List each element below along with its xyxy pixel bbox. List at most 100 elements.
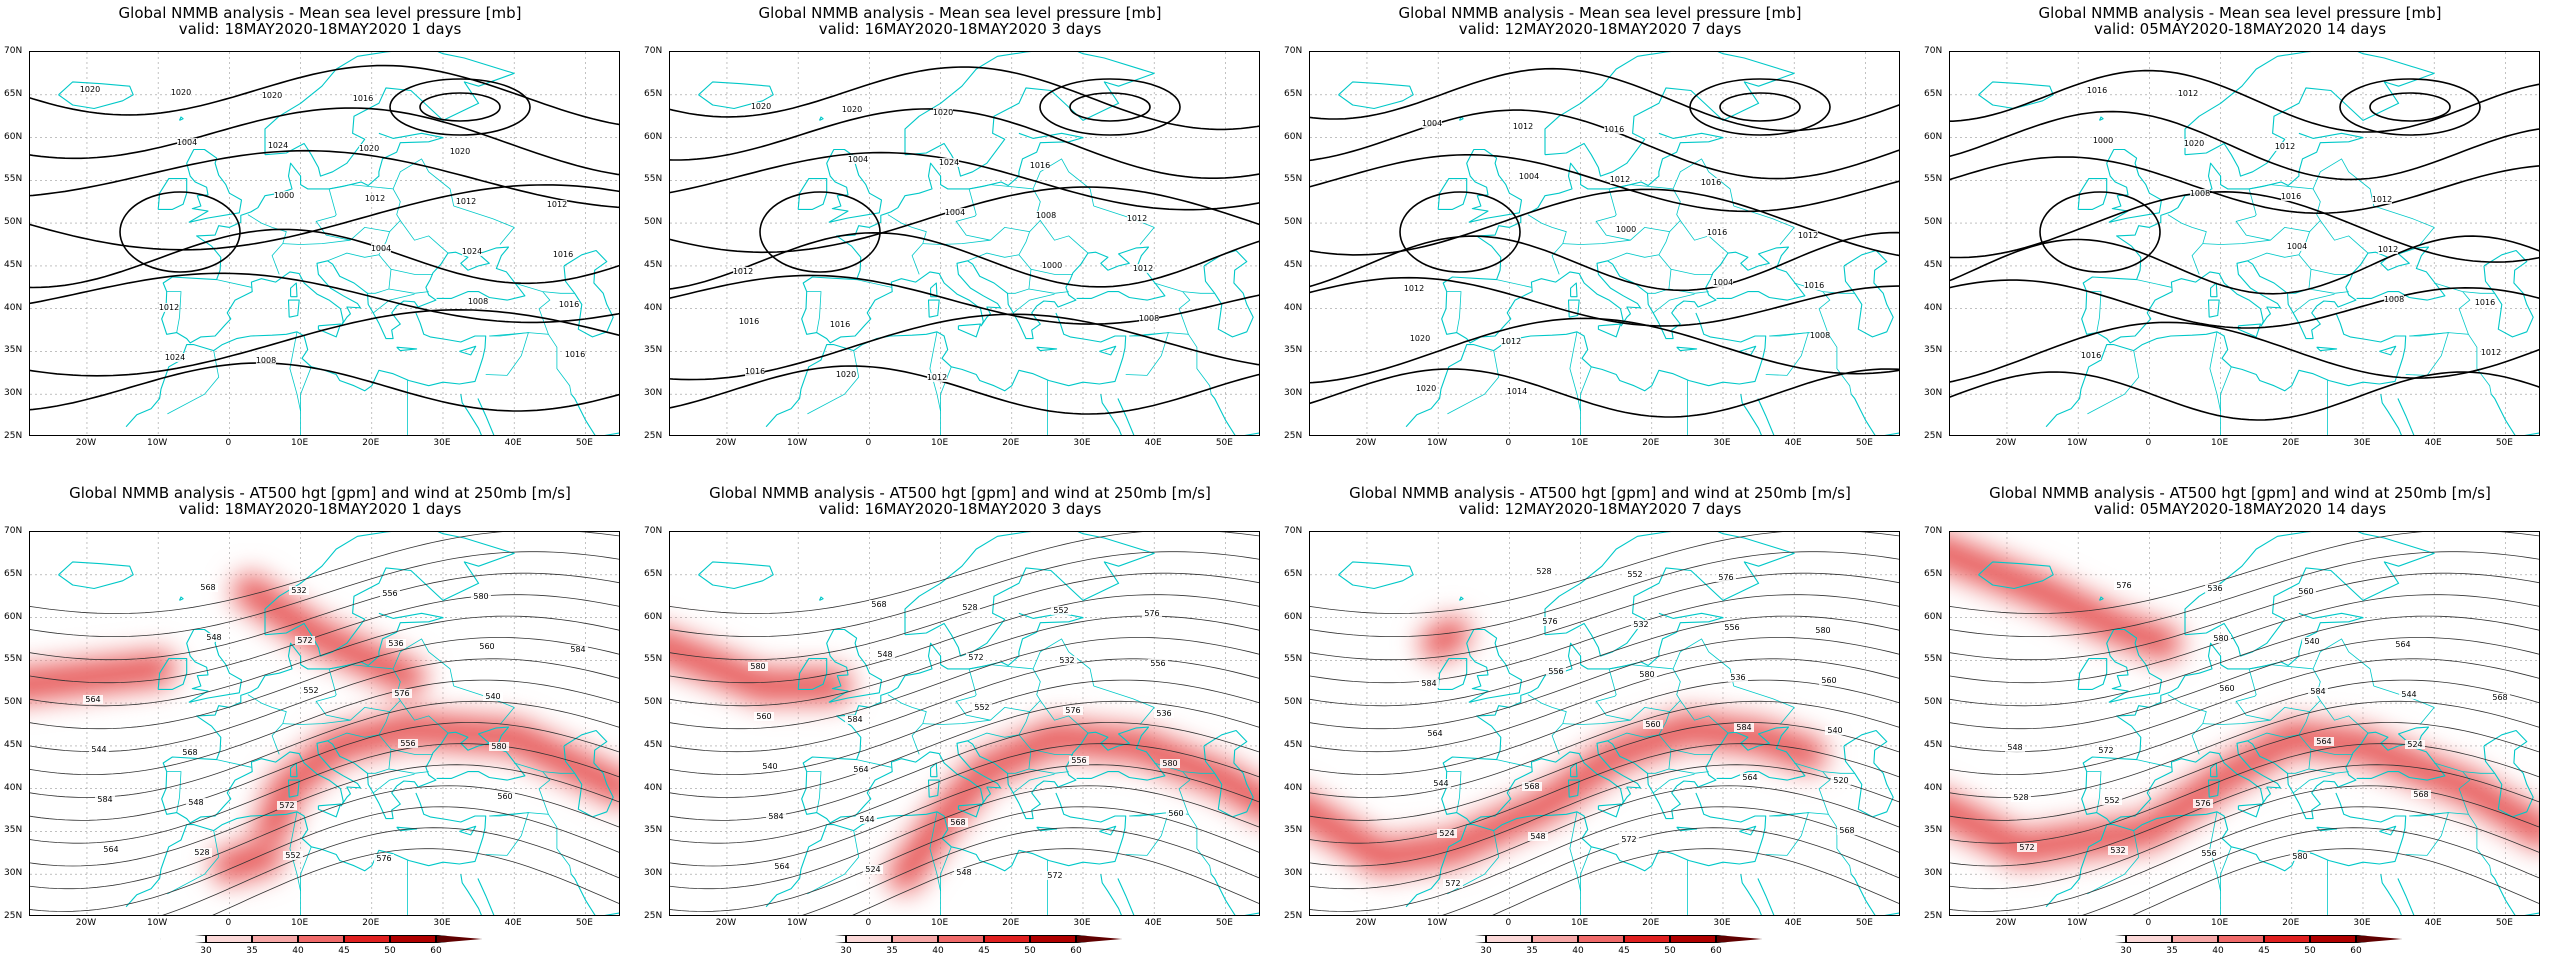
contour-label: 584 xyxy=(1421,679,1436,688)
contour-label: 568 xyxy=(1839,826,1854,835)
longitude-label: 0 xyxy=(2145,918,2152,928)
contour-label: 548 xyxy=(188,798,203,807)
colorbar-swatch xyxy=(1624,935,1670,943)
panel-valid-period: valid: 16MAY2020-18MAY2020 3 days xyxy=(818,500,1102,518)
latitude-label: 55N xyxy=(1924,174,1943,185)
z500-jet-map-panel: Global NMMB analysis - AT500 hgt [gpm] a… xyxy=(640,480,1280,960)
colorbar-swatch xyxy=(938,935,984,943)
contour-label: 572 xyxy=(279,801,294,810)
contour-label: 1020 xyxy=(751,102,771,111)
contour-label: 560 xyxy=(2219,684,2234,693)
latitude-label: 30N xyxy=(1284,868,1303,879)
latitude-label: 30N xyxy=(644,388,663,399)
latitude-label: 50N xyxy=(1924,217,1943,228)
latitude-label: 40N xyxy=(4,302,23,313)
contour-label: 528 xyxy=(1536,567,1551,576)
longitude-label: 20W xyxy=(1995,918,2017,928)
longitude-label: 20E xyxy=(362,918,380,928)
colorbar-tick-label: 60 xyxy=(430,946,442,956)
mslp-map-panel: Global NMMB analysis - Mean sea level pr… xyxy=(1920,0,2560,480)
longitude-label: 0 xyxy=(1505,918,1512,928)
contour-label: 1008 xyxy=(2190,189,2210,198)
colorbar-swatch xyxy=(2356,935,2402,943)
colorbar-swatch xyxy=(1076,935,1122,943)
contour-label: 524 xyxy=(2407,740,2422,749)
longitude-label: 10W xyxy=(1426,918,1448,928)
latitude-label: 25N xyxy=(644,911,663,921)
latitude-label: 65N xyxy=(1924,88,1943,99)
contour-label: 1004 xyxy=(848,155,868,164)
longitude-label: 10W xyxy=(2066,438,2088,448)
longitude-label: 20W xyxy=(715,918,737,928)
map-frame: 556 560 564 568 572 576 580 584 520 524 528 532 536 5… xyxy=(1309,531,1900,916)
contour-label: 572 xyxy=(297,636,312,645)
contour-label: 1012 xyxy=(2275,142,2295,151)
map-frame: 1000 1008 1004 1008 1012 1016 1020 1016 1012 1016… xyxy=(1949,51,2540,436)
map-canvas: 560 564 568 572 576 580 584 524 528 532 536 540 544 5… xyxy=(1950,532,2539,915)
contour-label: 1016 xyxy=(559,300,579,309)
latitude-label: 55N xyxy=(4,654,23,665)
panel-title: Global NMMB analysis - AT500 hgt [gpm] a… xyxy=(69,484,571,502)
longitude-label: 0 xyxy=(1505,438,1512,448)
latitude-label: 35N xyxy=(4,825,23,836)
contour-label: 1008 xyxy=(1139,314,1159,323)
contour-label: 560 xyxy=(479,642,494,651)
longitude-label: 50E xyxy=(1855,918,1873,928)
map-frame: 1020 1004 1000 1004 1008 1016 1020 1024 1012 1024… xyxy=(29,51,620,436)
latitude-label: 40N xyxy=(1284,782,1303,793)
contour-label: 532 xyxy=(1633,620,1648,629)
contour-label: 536 xyxy=(2207,584,2222,593)
z500-jet-map-panel: Global NMMB analysis - AT500 hgt [gpm] a… xyxy=(1920,480,2560,960)
contour-lines xyxy=(1950,532,2539,915)
contour-label: 580 xyxy=(473,592,488,601)
latitude-label: 70N xyxy=(1284,526,1303,536)
colorbar-tick-label: 60 xyxy=(2350,946,2362,956)
coastlines xyxy=(698,52,1259,435)
colorbar-swatch xyxy=(2218,935,2264,943)
contour-label: 1012 xyxy=(733,267,753,276)
latitude-label: 70N xyxy=(1284,46,1303,56)
longitude-label: 20E xyxy=(2282,438,2300,448)
latitude-label: 45N xyxy=(4,739,23,750)
contour-label: 1020 xyxy=(171,88,191,97)
contour-label: 1020 xyxy=(2184,139,2204,148)
contour-labels: 548 552 556 560 564 568 572 576 580 584 524 528 532 5… xyxy=(748,600,1186,880)
longitude-label: 50E xyxy=(2495,918,2513,928)
contour-labels: 560 564 568 572 576 580 584 524 528 532 536 540 544 5… xyxy=(2005,581,2510,861)
colorbar-tick-label: 35 xyxy=(246,946,258,956)
contour-label: 556 xyxy=(2201,849,2216,858)
contour-label: 1016 xyxy=(739,317,759,326)
contour-label: 1012 xyxy=(1513,122,1533,131)
longitude-label: 10W xyxy=(146,438,168,448)
colorbar-tick-label: 30 xyxy=(840,946,852,956)
latitude-label: 55N xyxy=(644,654,663,665)
contour-label: 544 xyxy=(91,745,106,754)
colorbar-tick-label: 50 xyxy=(1024,946,1036,956)
contour-label: 1004 xyxy=(1713,278,1733,287)
contour-label: 556 xyxy=(400,739,415,748)
contour-label: 1016 xyxy=(745,367,765,376)
coastlines xyxy=(1338,532,1899,915)
contour-label: 564 xyxy=(85,695,100,704)
longitude-label: 20W xyxy=(1355,918,1377,928)
contour-labels: 1020 1004 1004 1000 1008 1016 1020 1024 1008 1012… xyxy=(733,102,1159,382)
colorbar-tick-label: 45 xyxy=(338,946,350,956)
contour-label: 552 xyxy=(974,703,989,712)
contour-label: 560 xyxy=(1821,676,1836,685)
contour-label: 560 xyxy=(1645,720,1660,729)
longitude-label: 30E xyxy=(1713,918,1731,928)
contour-label: 1004 xyxy=(945,208,965,217)
colorbar-swatch xyxy=(2264,935,2310,943)
coastlines xyxy=(1978,52,2539,435)
map-frame: 1020 1004 1004 1000 1008 1016 1020 1024 1008 1012… xyxy=(669,51,1260,436)
graticule xyxy=(1310,52,1899,435)
longitude-label: 40E xyxy=(1784,438,1802,448)
jet-wind-shading xyxy=(670,625,1259,897)
map-canvas: 1004 1004 1000 1004 1008 1020 1012 1012 1016 1016… xyxy=(1310,52,1899,435)
longitude-label: 0 xyxy=(865,438,872,448)
contour-label: 576 xyxy=(1065,706,1080,715)
contour-label: 1008 xyxy=(468,297,488,306)
colorbar-swatch xyxy=(1486,935,1532,943)
map-frame: 548 552 556 560 564 568 572 576 580 584 524 528 532 5… xyxy=(669,531,1260,916)
colorbar-tick-label: 45 xyxy=(2258,946,2270,956)
